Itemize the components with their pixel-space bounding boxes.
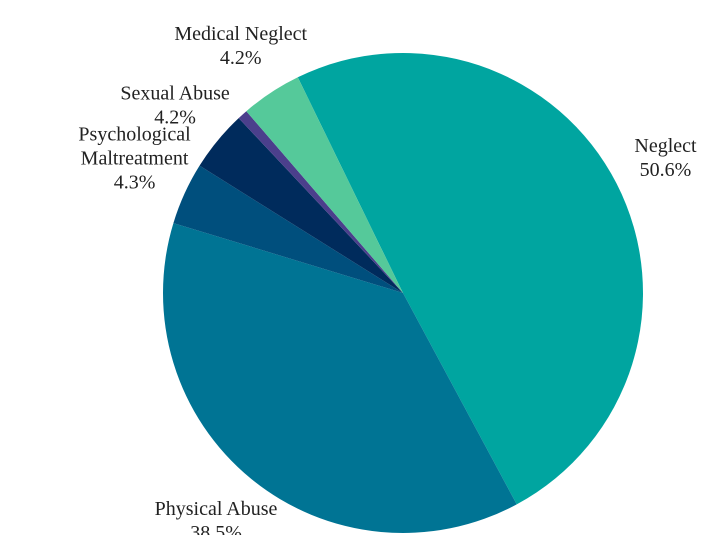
- slice-label: Medical Neglect: [174, 23, 307, 45]
- slice-label: Psychological Maltreatment: [78, 123, 191, 169]
- pie-slice: [246, 77, 403, 293]
- pie-slice: [173, 165, 403, 293]
- pie-slice: [199, 118, 403, 294]
- slice-value-label: 4.2%: [220, 47, 262, 69]
- pie-slice: [163, 223, 517, 534]
- slice-label: Neglect: [634, 135, 697, 157]
- slice-label: Physical Abuse: [155, 498, 278, 520]
- pie-slice: [238, 111, 403, 293]
- pie-slice: [297, 53, 643, 505]
- slice-value-label: 38.5%: [190, 522, 242, 535]
- slice-label: Sexual Abuse: [120, 82, 230, 104]
- slice-value-label: 4.2%: [154, 106, 196, 128]
- slice-value-label: 50.6%: [640, 159, 692, 181]
- slice-value-label: 4.3%: [114, 171, 156, 193]
